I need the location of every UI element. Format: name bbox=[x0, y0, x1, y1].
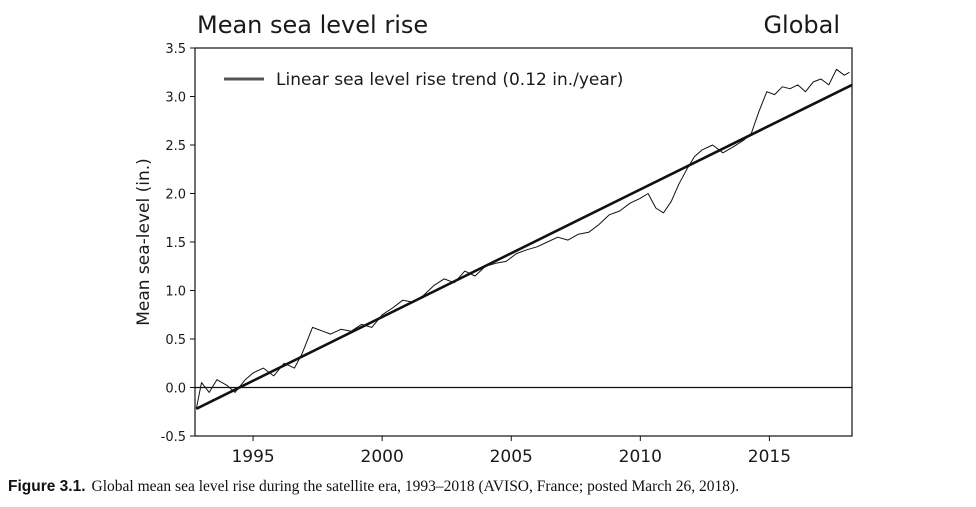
y-axis-ticks: -0.5 0.0 0.5 1.0 1.5 2.0 2.5 3.0 3.5 bbox=[161, 42, 195, 445]
y-tick-label: 3.0 bbox=[165, 91, 186, 106]
caption-label: Figure 3.1. bbox=[8, 478, 86, 495]
legend: Linear sea level rise trend (0.12 in./ye… bbox=[224, 70, 623, 90]
x-axis-ticks: 1995 2000 2005 2010 2015 bbox=[231, 436, 791, 467]
x-tick-label: 2005 bbox=[490, 447, 533, 467]
figure-caption: Figure 3.1. Global mean sea level rise du… bbox=[8, 478, 968, 496]
legend-label-trend: Linear sea level rise trend (0.12 in./ye… bbox=[276, 70, 623, 90]
y-tick-label: 2.5 bbox=[165, 139, 186, 154]
y-tick-label: 3.5 bbox=[165, 42, 186, 57]
y-tick-label: 1.0 bbox=[165, 285, 186, 300]
y-tick-label: 2.0 bbox=[165, 188, 186, 203]
chart-title: Mean sea level rise bbox=[197, 11, 428, 39]
plot-frame bbox=[194, 47, 853, 437]
chart-region-label: Global bbox=[763, 11, 840, 39]
x-tick-label: 2010 bbox=[619, 447, 662, 467]
y-tick-label: -0.5 bbox=[161, 430, 186, 445]
x-tick-label: 2000 bbox=[361, 447, 404, 467]
y-tick-label: 0.5 bbox=[165, 333, 186, 348]
caption-text: Global mean sea level rise during the sa… bbox=[91, 478, 740, 495]
series-line-trend bbox=[195, 83, 853, 410]
sea-level-chart: Mean sea level rise Global Mean sea-leve… bbox=[134, 11, 853, 467]
y-axis-label: Mean sea-level (in.) bbox=[134, 158, 154, 326]
y-tick-label: 1.5 bbox=[165, 236, 186, 251]
y-tick-label: 0.0 bbox=[165, 382, 186, 397]
series-line-observed bbox=[195, 68, 850, 409]
x-tick-label: 1995 bbox=[231, 447, 274, 467]
series-layer bbox=[195, 68, 853, 410]
x-tick-label: 2015 bbox=[748, 447, 791, 467]
